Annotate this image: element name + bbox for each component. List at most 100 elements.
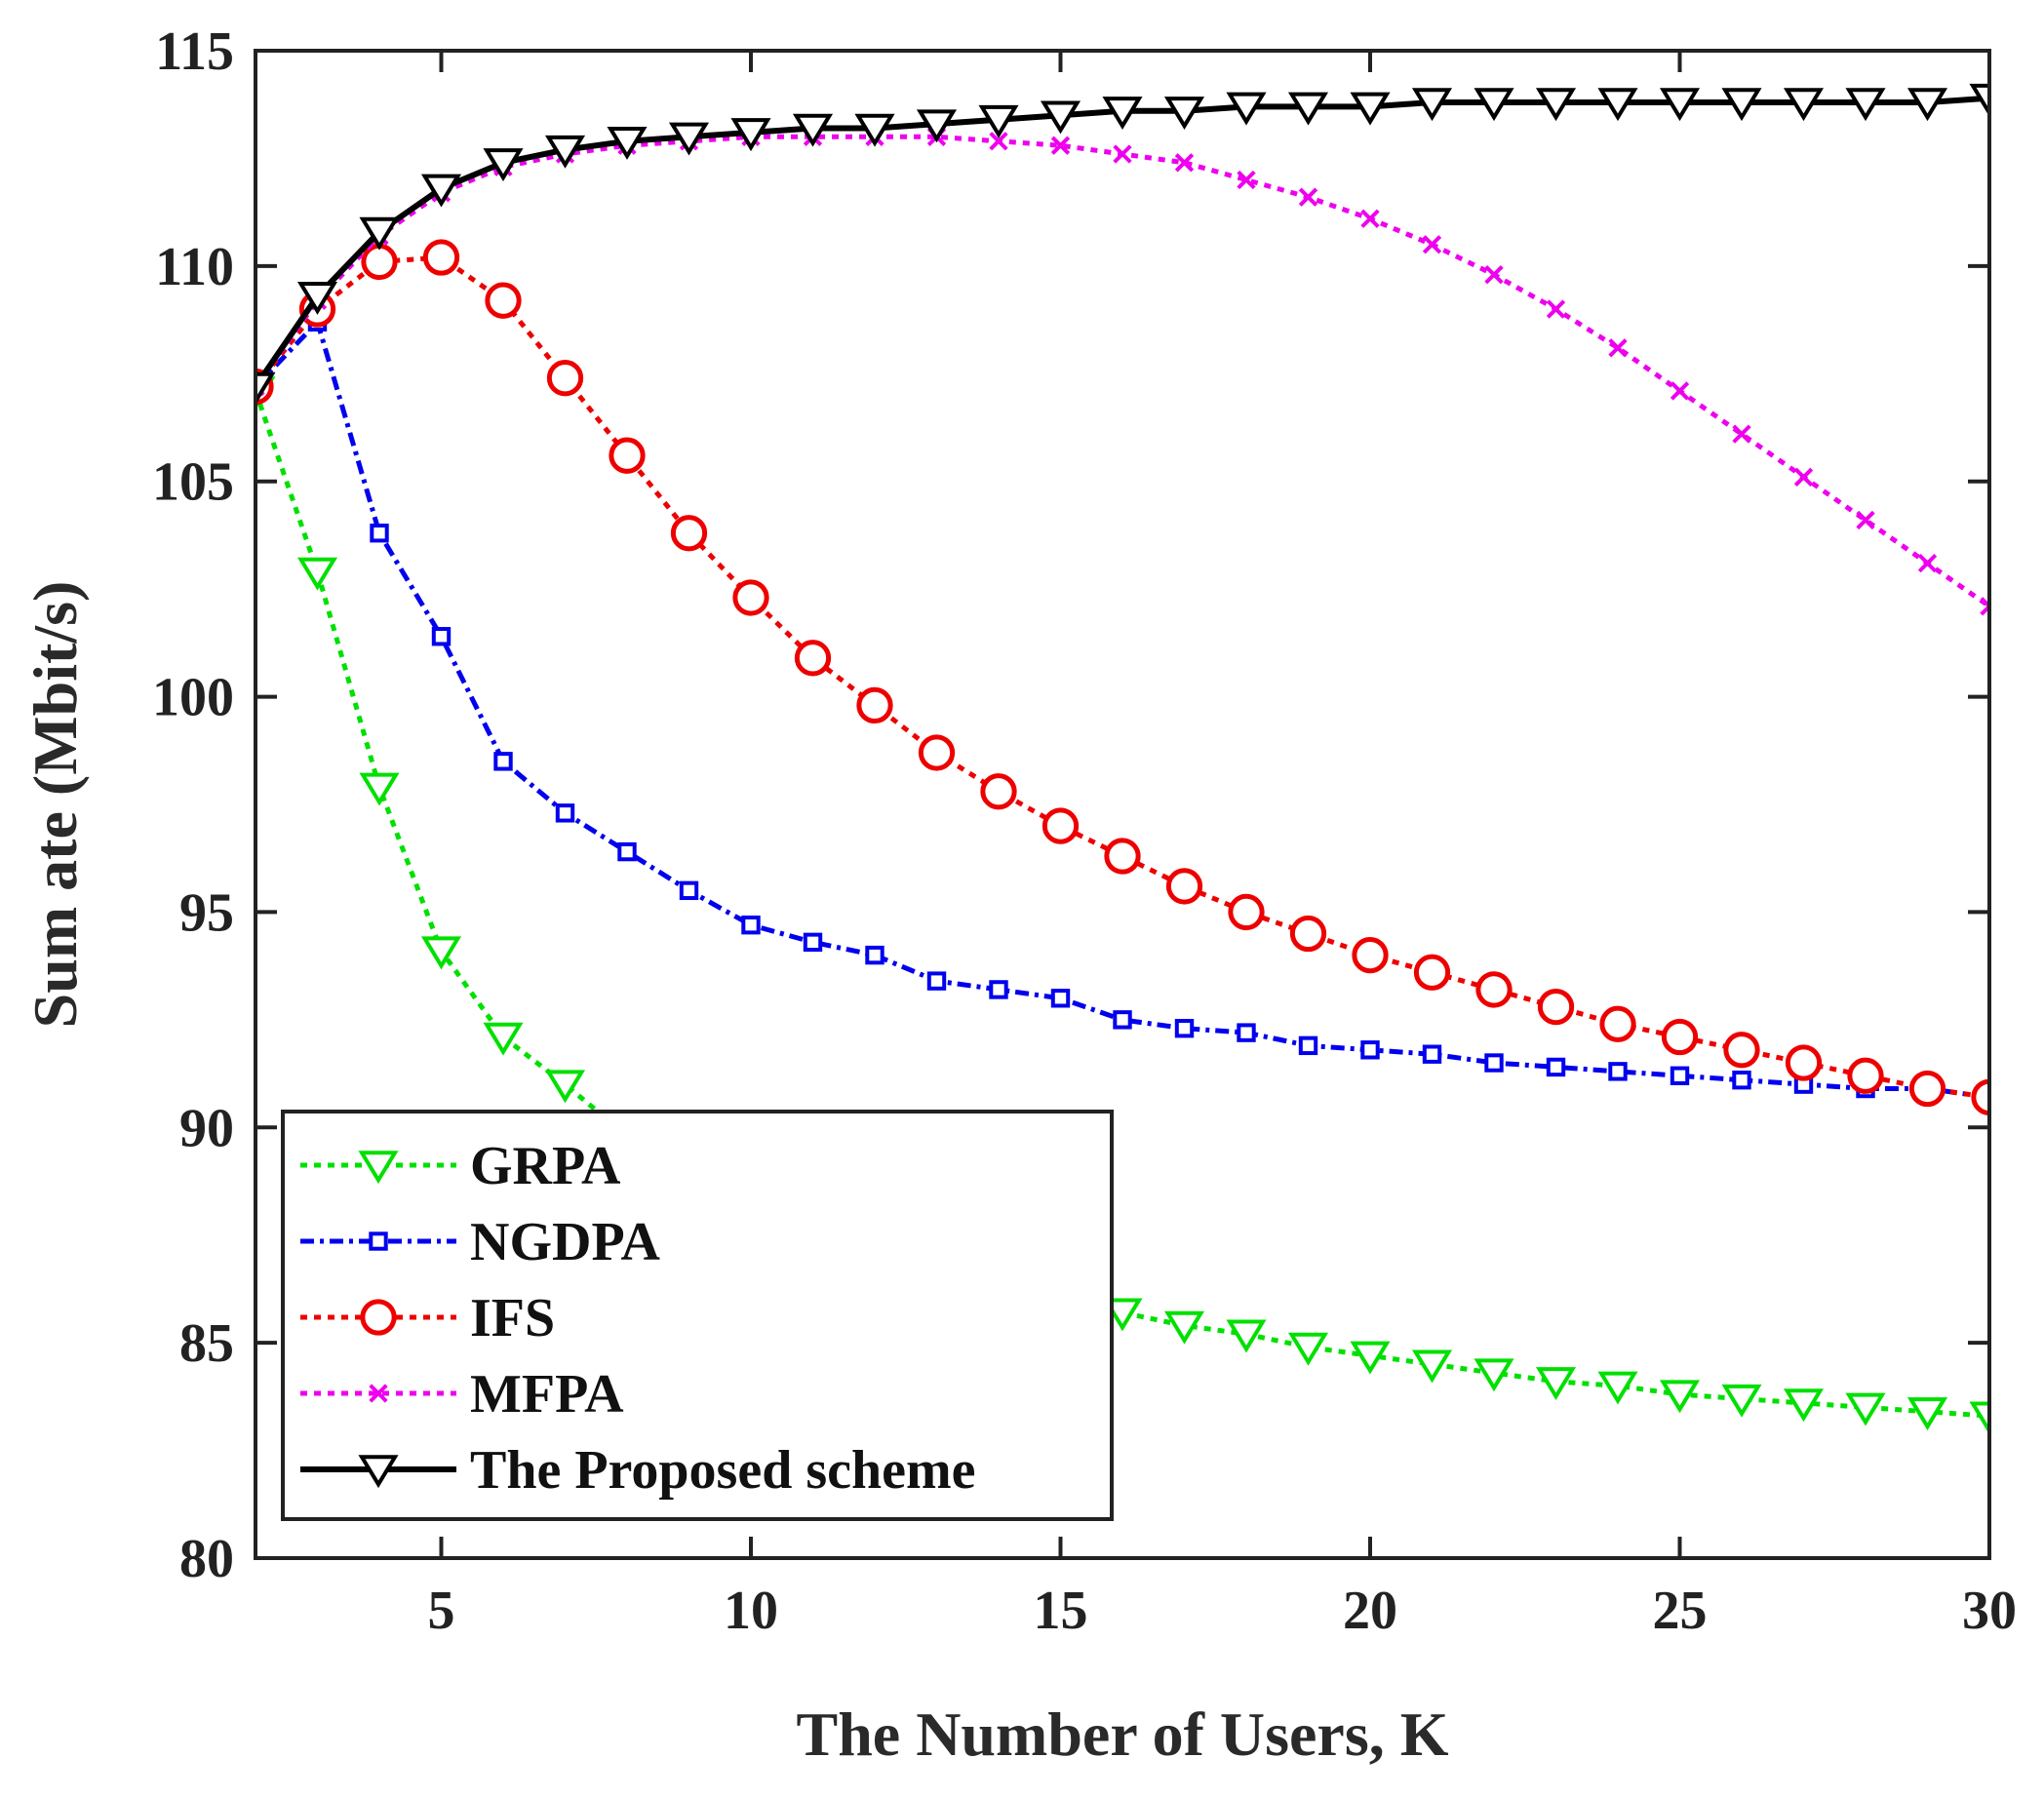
data-point-grpa [1287,1332,1329,1366]
data-point-mfpa [1980,597,1989,616]
data-point-grpa [1411,1349,1453,1384]
data-point-ngdpa [1237,1023,1256,1042]
data-point-the-proposed-scheme [978,104,1019,138]
data-point-mfpa [1298,187,1318,207]
data-point-ngdpa [555,803,575,823]
data-point-ngdpa [1360,1040,1380,1060]
data-point-ngdpa [926,971,947,991]
data-point-the-proposed-scheme [792,113,834,147]
x-tick-label: 5 [428,1581,455,1641]
data-point-mfpa [1917,553,1938,573]
data-point-the-proposed-scheme [1040,100,1081,135]
data-point-grpa [359,772,400,806]
x-tick-label: 20 [1343,1581,1397,1641]
series-line-ngdpa [256,317,1989,1100]
data-point-mfpa [1546,299,1566,319]
data-point-ifs [1165,868,1203,905]
data-point-the-proposed-scheme [1411,88,1453,122]
data-point-ifs [856,686,893,724]
data-point-ifs [794,640,832,677]
data-point-mfpa [1484,265,1504,285]
data-point-the-proposed-scheme [256,371,276,406]
data-point-mfpa [1422,235,1442,254]
y-tick-label: 100 [152,668,234,728]
data-point-ifs [1537,988,1575,1026]
data-point-ngdpa [1484,1053,1504,1073]
data-point-ifs [732,579,769,616]
data-point-ifs [1042,807,1080,844]
data-point-the-proposed-scheme [916,109,958,143]
data-point-grpa [1845,1392,1886,1426]
data-point-the-proposed-scheme [1287,92,1329,126]
data-point-the-proposed-scheme [1659,88,1701,122]
data-point-the-proposed-scheme [668,122,710,156]
y-tick-label: 95 [179,882,234,943]
y-tick-label: 85 [179,1313,234,1374]
data-point-ngdpa [617,841,637,862]
data-point-mfpa [1360,209,1380,228]
data-point-ifs [422,239,460,276]
data-point-ifs [1847,1057,1884,1094]
data-point-ngdpa [1174,1018,1195,1038]
legend-marker-mfpa [369,1384,388,1403]
data-point-ngdpa [989,980,1008,999]
data-point-mfpa [1113,144,1132,164]
data-point-grpa [296,557,338,591]
data-point-ifs [485,282,522,319]
data-point-grpa [1597,1371,1638,1405]
data-point-ifs [1104,838,1141,875]
data-point-ngdpa [1113,1010,1132,1030]
data-point-mfpa [1732,424,1751,444]
data-point-the-proposed-scheme [1906,88,1948,122]
data-point-mfpa [1174,153,1195,173]
legend-marker-ngdpa [369,1231,388,1251]
data-point-the-proposed-scheme [296,282,338,315]
y-tick-label: 80 [179,1529,234,1589]
data-point-ngdpa [493,752,513,771]
data-point-grpa [1721,1384,1762,1418]
data-point-grpa [1350,1341,1391,1375]
data-point-the-proposed-scheme [1845,88,1886,122]
data-point-the-proposed-scheme [1226,92,1267,126]
data-point-ifs [980,773,1017,810]
data-point-ifs [1413,954,1451,991]
data-point-mfpa [1608,338,1628,358]
data-point-the-proposed-scheme [483,148,524,182]
data-point-mfpa [1050,136,1071,155]
data-point-the-proposed-scheme [359,216,400,251]
data-point-mfpa [1856,510,1875,530]
y-axis-title: Sum ate (Mbit/s) [20,581,90,1029]
legend-label-ifs: IFS [470,1288,555,1348]
data-point-the-proposed-scheme [1474,88,1514,122]
data-point-grpa [483,1022,524,1056]
legend-label-the-proposed-scheme: The Proposed scheme [470,1440,976,1501]
data-point-the-proposed-scheme [1163,97,1205,130]
data-point-ifs [1661,1018,1699,1056]
y-tick-label: 115 [155,21,234,82]
data-point-ngdpa [865,945,884,965]
data-point-ngdpa [431,627,452,646]
legend-label-ngdpa: NGDPA [470,1212,660,1272]
data-point-grpa [1969,1401,1989,1435]
y-tick-label: 110 [155,237,234,297]
data-point-mfpa [1237,170,1256,190]
data-point-the-proposed-scheme [1969,83,1989,117]
data-point-ifs [1785,1044,1823,1081]
data-point-ngdpa [679,880,699,901]
data-point-grpa [1474,1358,1514,1392]
data-point-ifs [670,515,708,552]
legend: GRPA NGDPA IFS MFPA The Proposed scheme [281,1110,1114,1521]
data-point-ifs [361,243,398,281]
data-point-the-proposed-scheme [730,118,771,152]
series-the-proposed-scheme [256,83,1989,406]
x-axis-title: The Number of Users, K [797,1699,1449,1769]
data-point-grpa [544,1070,586,1104]
legend-box [281,1110,1114,1521]
data-point-ifs [546,360,584,397]
x-tick-label: 15 [1034,1581,1088,1641]
legend-marker-ifs [360,1299,397,1336]
data-point-the-proposed-scheme [607,127,648,160]
data-point-the-proposed-scheme [1597,88,1638,122]
data-point-ifs [1475,971,1513,1008]
